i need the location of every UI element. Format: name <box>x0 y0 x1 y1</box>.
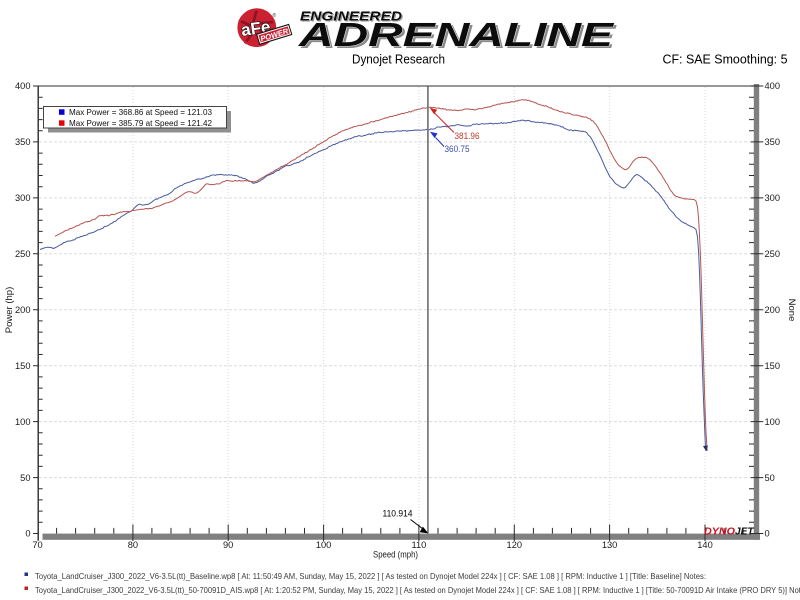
svg-text:100: 100 <box>765 417 781 427</box>
svg-text:50: 50 <box>20 473 30 483</box>
svg-text:ENGINEERED: ENGINEERED <box>300 9 403 24</box>
svg-text:150: 150 <box>765 361 781 371</box>
svg-text:Max Power = 368.86 at Speed =: Max Power = 368.86 at Speed = 121.03 <box>69 107 212 117</box>
svg-text:0: 0 <box>25 529 30 539</box>
svg-text:80: 80 <box>128 540 138 550</box>
svg-text:ENGINEERED: ENGINEERED <box>301 10 404 25</box>
svg-text:360.75: 360.75 <box>445 144 470 154</box>
svg-text:Speed (mph): Speed (mph) <box>373 550 418 561</box>
svg-text:100: 100 <box>316 540 332 550</box>
svg-text:Power (hp): Power (hp) <box>4 287 15 333</box>
svg-text:Max Power = 385.79 at Speed =: Max Power = 385.79 at Speed = 121.42 <box>69 118 212 128</box>
svg-text:ADRENALINE: ADRENALINE <box>298 16 615 53</box>
svg-text:381.96: 381.96 <box>455 131 480 141</box>
svg-text:®: ® <box>273 12 277 19</box>
svg-text:110.914: 110.914 <box>383 509 413 519</box>
svg-text:350: 350 <box>765 137 781 147</box>
svg-text:250: 250 <box>15 249 31 259</box>
svg-text:JET: JET <box>735 526 755 538</box>
svg-text:CF: SAE Smoothing: 5: CF: SAE Smoothing: 5 <box>663 53 788 67</box>
svg-text:None: None <box>786 299 797 322</box>
svg-text:Dynojet Research: Dynojet Research <box>352 53 445 67</box>
svg-text:90: 90 <box>223 540 233 550</box>
svg-text:70: 70 <box>32 540 42 550</box>
svg-text:120: 120 <box>507 540 523 550</box>
svg-text:DYNO: DYNO <box>704 526 735 538</box>
svg-text:Toyota_LandCruiser_J300_2022_V: Toyota_LandCruiser_J300_2022_V6-3.5L(tt)… <box>35 572 706 581</box>
svg-text:Toyota_LandCruiser_J300_2022_V: Toyota_LandCruiser_J300_2022_V6-3.5L(tt)… <box>35 586 800 595</box>
svg-text:130: 130 <box>602 540 618 550</box>
svg-text:200: 200 <box>15 305 31 315</box>
svg-text:ADRENALINE: ADRENALINE <box>300 18 617 55</box>
svg-text:140: 140 <box>697 540 713 550</box>
svg-text:50: 50 <box>765 473 775 483</box>
svg-text:150: 150 <box>15 361 31 371</box>
svg-text:400: 400 <box>15 81 31 91</box>
svg-text:0: 0 <box>765 529 770 539</box>
svg-text:300: 300 <box>15 193 31 203</box>
svg-text:200: 200 <box>765 305 781 315</box>
svg-text:350: 350 <box>15 137 31 147</box>
svg-text:300: 300 <box>765 193 781 203</box>
svg-text:400: 400 <box>765 81 781 91</box>
svg-text:100: 100 <box>15 417 31 427</box>
svg-text:110: 110 <box>411 540 426 550</box>
svg-text:250: 250 <box>765 249 781 259</box>
